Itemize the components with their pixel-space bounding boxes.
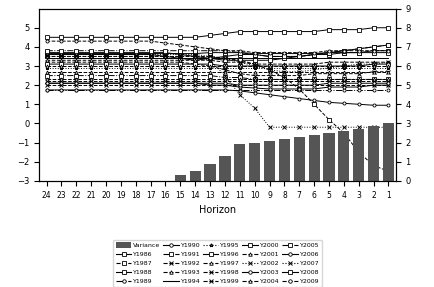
X-axis label: Horizon: Horizon — [198, 205, 236, 215]
Legend: Variance, Y1986, Y1987, Y1988, Y1989, Y1990, Y1991, Y1992, Y1993, Y1994, Y1995, : Variance, Y1986, Y1987, Y1988, Y1989, Y1… — [113, 240, 321, 287]
Bar — [352, 129, 363, 181]
Bar — [322, 133, 334, 181]
Bar — [367, 126, 378, 181]
Bar — [174, 175, 185, 181]
Bar — [308, 135, 319, 181]
Bar — [382, 123, 393, 181]
Bar — [338, 131, 349, 181]
Bar — [278, 139, 289, 181]
Bar — [263, 141, 274, 181]
Bar — [204, 164, 215, 181]
Bar — [249, 143, 260, 181]
Bar — [233, 144, 245, 181]
Bar — [293, 137, 304, 181]
Bar — [219, 156, 230, 181]
Bar — [189, 171, 201, 181]
